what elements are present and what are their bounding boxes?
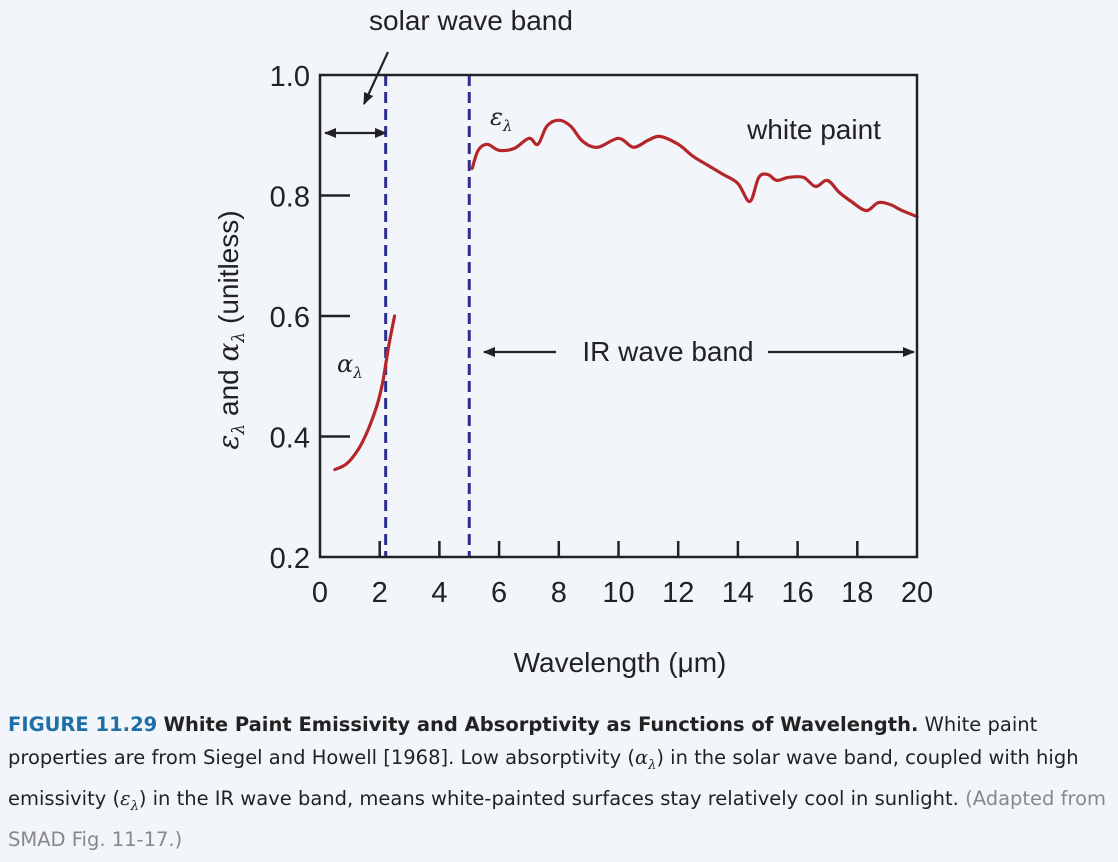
- emissivity-chart: 0 2 4 6 8 10 12 14 16 18 20 0.2 0.4 0.6 0.8 1.0 solar w…: [212, 5, 933, 678]
- y-tick-label: 0.4: [270, 423, 310, 455]
- x-tick-label: 14: [722, 577, 754, 609]
- figure-title: White Paint Emissivity and Absorptivity …: [163, 713, 919, 736]
- x-tick-label: 18: [841, 577, 873, 609]
- x-axis-label: Wavelength (μm): [514, 647, 727, 678]
- epsilon-series-line: [470, 118, 919, 219]
- y-tick-label: 0.6: [270, 302, 310, 334]
- epsilon-curve-label: ελ: [490, 103, 512, 135]
- solar-band-pointer-arrow: [363, 51, 389, 105]
- alpha-series-line: [333, 314, 397, 472]
- plot-frame: [318, 73, 919, 559]
- x-tick-label: 10: [602, 577, 634, 609]
- y-tick-label: 1.0: [270, 61, 310, 93]
- caption-alpha-symbol: αλ: [634, 746, 657, 773]
- caption-epsilon-symbol: ελ: [120, 786, 139, 814]
- x-tick-label: 6: [491, 577, 507, 609]
- ir-wave-band-label: IR wave band: [582, 336, 753, 367]
- x-tick-label: 2: [372, 577, 388, 609]
- x-tick-label: 20: [901, 577, 933, 609]
- axis-ticks: 0 2 4 6 8 10 12 14 16 18 20 0.2 0.4 0.6 0.8 1.0: [270, 61, 933, 609]
- alpha-curve-label: αλ: [337, 350, 363, 382]
- caption-text-1: White paint properties are from Siegel a…: [8, 713, 1038, 769]
- x-tick-label: 4: [431, 577, 447, 609]
- y-axis-label: ελ and αλ (unitless): [212, 210, 249, 449]
- white-paint-label: white paint: [746, 114, 881, 145]
- x-tick-label: 12: [662, 577, 694, 609]
- solar-wave-band-label: solar wave band: [369, 5, 573, 36]
- caption-text-2: ) in the solar wave band, coupled with h…: [8, 746, 1079, 810]
- x-tick-label: 16: [781, 577, 813, 609]
- band-lines: [384, 75, 471, 557]
- series: [333, 118, 919, 472]
- caption-text-3: ) in the IR wave band, means white-paint…: [138, 786, 959, 810]
- x-tick-label: 8: [551, 577, 567, 609]
- x-tick-label: 0: [312, 577, 328, 609]
- figure-number: FIGURE 11.29: [8, 713, 158, 736]
- y-tick-label: 0.8: [270, 182, 310, 214]
- figure-caption: FIGURE 11.29 White Paint Emissivity and …: [8, 708, 1108, 856]
- plot-border: [318, 73, 919, 559]
- figure-source: (Adapted from SMAD Fig. 11-17.): [8, 786, 1107, 851]
- y-tick-label: 0.2: [270, 543, 310, 575]
- annotation-arrows: [324, 51, 915, 357]
